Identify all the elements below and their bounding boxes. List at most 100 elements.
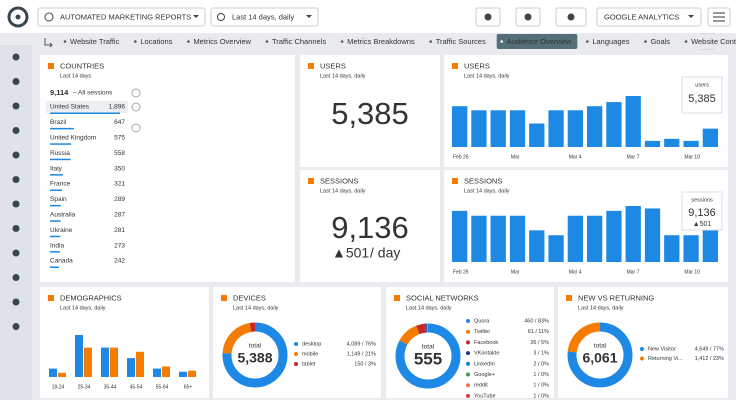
toolbar-icon [567,13,575,21]
widget-icon [394,295,400,301]
legend-dot [466,383,470,388]
bar [606,210,622,262]
tab-dot [134,40,137,43]
widget-subtitle: Last 14 days, daily [320,73,366,79]
bar [644,208,661,262]
country-value: 242 [114,258,125,265]
legend-label: YouTube [474,393,496,399]
donut-total-label: total [422,344,435,351]
tab-label: Goals [650,37,670,46]
tab[interactable] [261,34,333,49]
tab[interactable] [496,34,578,49]
tab[interactable] [337,34,421,49]
country-value: 1,896 [109,104,126,111]
widget-icon [48,63,54,69]
legend-value: 61 / 11% [528,329,549,335]
sidebar-icon[interactable] [12,298,20,306]
sidebar-icon[interactable] [12,323,20,330]
country-name: Canada [50,258,73,265]
donut-total: 555 [414,349,442,368]
zoom-button[interactable] [131,88,141,98]
legend-name: users [695,82,709,88]
bar [509,215,526,262]
x-tick-label: Mar 10 [684,269,700,275]
tab[interactable] [425,34,492,49]
country-name: India [50,242,64,249]
sessions-per: / day [370,245,400,261]
sidebar-icon[interactable] [12,102,20,110]
bar [153,368,161,377]
country-bar [50,204,61,207]
legend-dot [466,393,470,398]
sessions-total: 9,136 [331,210,409,245]
zoom-button[interactable] [131,123,141,133]
country-name: Brazil [50,119,67,126]
widget-subtitle: Last 14 days, daily [578,305,624,311]
sidebar-icon[interactable] [12,274,20,281]
tab[interactable] [681,34,736,49]
bar [587,106,603,147]
tab[interactable] [582,34,636,49]
caret [193,15,199,18]
country-name: Russia [50,150,70,157]
country-name: United Kingdom [50,135,96,142]
tab[interactable] [183,34,257,49]
tab-dot [340,40,344,43]
logo[interactable] [7,6,29,28]
bar [644,140,661,147]
sidebar-icon[interactable] [12,78,20,85]
tab-dot [429,40,432,43]
x-tick-label: 25-34 [78,384,91,390]
sidebar-icon[interactable] [12,176,20,183]
tab[interactable] [60,34,126,49]
tab[interactable] [130,34,179,49]
bar [490,215,506,262]
sidebar-icon[interactable] [12,53,20,61]
country-bar [50,220,61,222]
sidebar-icon[interactable] [12,151,20,159]
tab-dot [265,40,269,43]
dropdown[interactable] [596,7,702,27]
tab-label: Traffic Sources [436,37,486,46]
bar [702,128,718,147]
widget-icon [221,295,227,301]
legend-dot [466,372,470,377]
x-tick-label: 18-24 [52,384,65,390]
widget [40,287,209,398]
bar [110,347,118,377]
tab[interactable] [640,34,677,49]
legend-label: tablet [302,361,316,367]
bar [84,347,92,377]
legend-box [681,76,723,114]
bar [548,235,564,262]
bar [587,215,603,262]
widget [300,55,440,167]
widget-icon [48,295,54,301]
zoom-button[interactable] [131,102,141,112]
legend-dot [294,362,298,366]
dropdown[interactable] [210,7,319,27]
bar [683,140,699,147]
logo-dot [15,14,21,20]
x-tick-label: Feb 26 [453,154,469,160]
bar [702,227,718,262]
country-value: 273 [114,242,125,249]
country-value: 647 [114,119,125,126]
bar [625,206,641,262]
widget-title: DEMOGRAPHICS [60,293,122,302]
bar [179,371,187,377]
sidebar-icon[interactable] [12,249,20,257]
legend-value: 26 / 5% [530,340,549,346]
sidebar-icon[interactable] [12,200,20,208]
sidebar-icon[interactable] [12,127,20,134]
dropdown[interactable] [37,7,206,27]
sidebar-icon[interactable] [12,225,20,232]
legend-dot [466,329,470,334]
widget-icon [452,63,458,69]
legend-dot [466,319,470,323]
legend-value: 1,412 / 23% [695,356,724,362]
legend-label: Twitter [474,329,490,335]
widget-icon [452,178,458,184]
caret [688,15,694,18]
